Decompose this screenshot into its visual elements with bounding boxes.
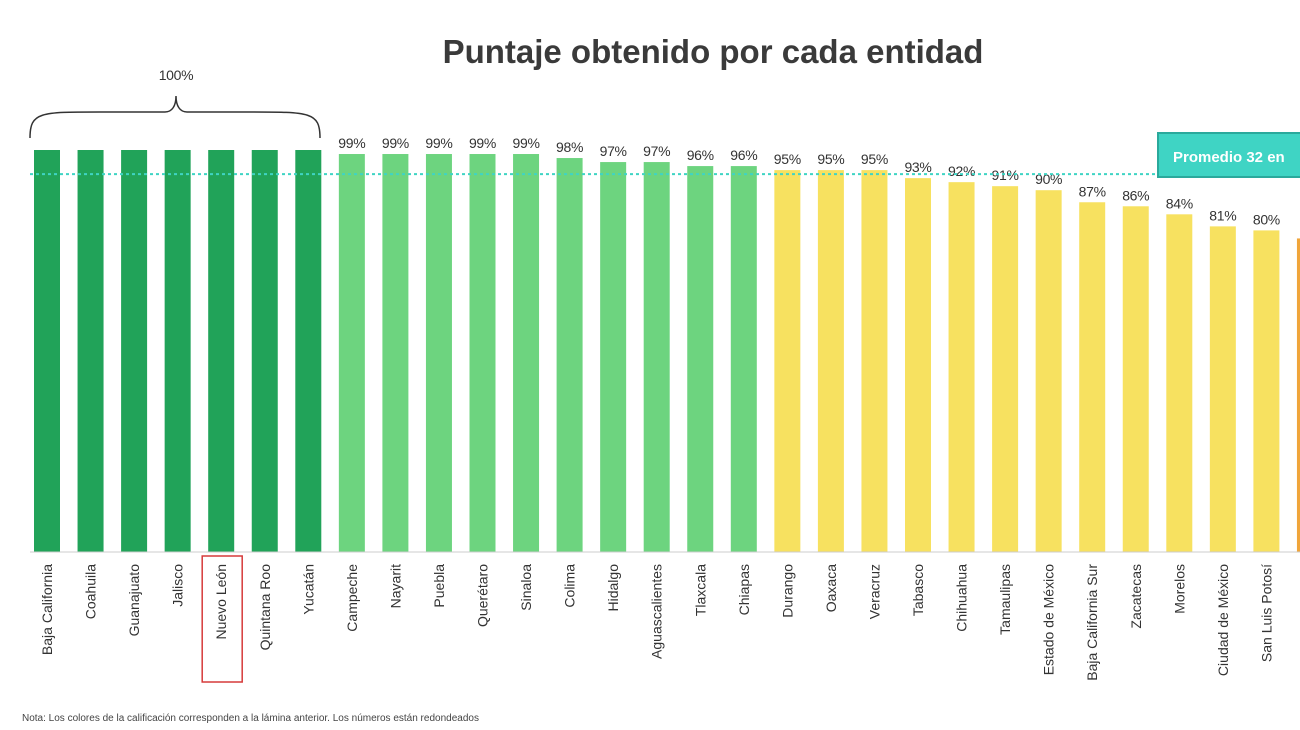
value-label: 95% bbox=[817, 151, 844, 167]
bar bbox=[992, 186, 1019, 552]
bar bbox=[469, 154, 496, 552]
category-label: Durango bbox=[779, 564, 795, 618]
category-label: Querétaro bbox=[475, 564, 491, 627]
average-label-box bbox=[1157, 132, 1300, 178]
bar bbox=[513, 154, 540, 552]
category-label: Tlaxcala bbox=[692, 564, 708, 616]
value-label: 93% bbox=[904, 159, 931, 175]
category-label: Aguascalientes bbox=[649, 564, 665, 659]
bar bbox=[556, 158, 583, 553]
bar bbox=[1253, 230, 1280, 552]
value-label: 96% bbox=[687, 147, 714, 163]
category-label: Baja California Sur bbox=[1084, 564, 1100, 681]
bar bbox=[687, 166, 714, 552]
value-label: 87% bbox=[1079, 183, 1106, 199]
bar bbox=[34, 150, 60, 552]
bar bbox=[1079, 202, 1106, 552]
value-label: 91% bbox=[992, 167, 1019, 183]
bar bbox=[208, 150, 235, 552]
category-label: Veracruz bbox=[866, 564, 882, 619]
category-label: Chiapas bbox=[736, 564, 752, 615]
category-label: Baja California bbox=[39, 564, 55, 655]
value-label: 98% bbox=[556, 139, 583, 155]
category-label: San Luis Potosí bbox=[1258, 564, 1274, 662]
category-label: Colima bbox=[562, 564, 578, 608]
group-label: 100% bbox=[159, 67, 194, 83]
value-label: 81% bbox=[1209, 207, 1236, 223]
value-label: 99% bbox=[512, 135, 539, 151]
bar bbox=[817, 170, 844, 552]
category-label: Jalisco bbox=[170, 564, 186, 607]
bar bbox=[1209, 226, 1236, 552]
bar bbox=[425, 154, 452, 552]
value-label: 99% bbox=[425, 135, 452, 151]
bar bbox=[730, 166, 757, 552]
value-label: 95% bbox=[861, 151, 888, 167]
bar bbox=[948, 182, 975, 552]
highlight-box bbox=[201, 555, 243, 683]
category-label: Tabasco bbox=[910, 564, 926, 616]
category-label: Morelos bbox=[1171, 564, 1187, 614]
bar bbox=[774, 170, 801, 552]
value-label: 99% bbox=[382, 135, 409, 151]
value-label: 99% bbox=[338, 135, 365, 151]
bar bbox=[382, 154, 409, 552]
value-label: 96% bbox=[730, 147, 757, 163]
value-label: 84% bbox=[1166, 195, 1193, 211]
value-label: 99% bbox=[469, 135, 496, 151]
bar bbox=[164, 150, 191, 552]
category-label: Oaxaca bbox=[823, 564, 839, 612]
bar bbox=[1296, 238, 1300, 552]
bar bbox=[77, 150, 104, 552]
bar bbox=[121, 150, 148, 552]
bar bbox=[600, 162, 627, 552]
category-label: Nayarit bbox=[387, 564, 403, 608]
bar bbox=[1166, 214, 1193, 552]
footnote: Nota: Los colores de la calificación cor… bbox=[22, 713, 479, 724]
bar bbox=[643, 162, 670, 552]
value-label: 95% bbox=[774, 151, 801, 167]
category-label: Hidalgo bbox=[605, 564, 621, 612]
bar bbox=[1035, 190, 1062, 552]
bar bbox=[295, 150, 322, 552]
category-label: Estado de México bbox=[1041, 564, 1057, 675]
category-label: Chihuahua bbox=[954, 564, 970, 632]
value-label: 90% bbox=[1035, 171, 1062, 187]
category-label: Quintana Roo bbox=[257, 564, 273, 651]
bar bbox=[338, 154, 365, 552]
bar bbox=[905, 178, 931, 552]
value-label: 92% bbox=[948, 163, 975, 179]
value-label: 97% bbox=[643, 143, 670, 159]
category-label: Ciudad de México bbox=[1215, 564, 1231, 676]
bar bbox=[251, 150, 278, 552]
value-label: 80% bbox=[1253, 211, 1280, 227]
group-brace bbox=[29, 95, 321, 139]
category-label: Coahuila bbox=[83, 564, 99, 619]
category-label: Puebla bbox=[431, 564, 447, 608]
bar bbox=[1122, 206, 1149, 552]
category-label: Zacatecas bbox=[1128, 564, 1144, 629]
value-label: 86% bbox=[1122, 187, 1149, 203]
category-label: Yucatán bbox=[300, 564, 316, 615]
category-label: Nuevo León bbox=[213, 564, 229, 640]
category-label: Tamaulipas bbox=[997, 564, 1013, 635]
category-label: Guanajuato bbox=[126, 564, 142, 637]
average-label: Promedio 32 en bbox=[1173, 149, 1285, 166]
category-label: Campeche bbox=[344, 564, 360, 632]
value-label: 97% bbox=[600, 143, 627, 159]
chart-title: Puntaje obtenido por cada entidad bbox=[443, 33, 984, 70]
category-label: Sinaloa bbox=[518, 564, 534, 611]
bar bbox=[861, 170, 888, 552]
